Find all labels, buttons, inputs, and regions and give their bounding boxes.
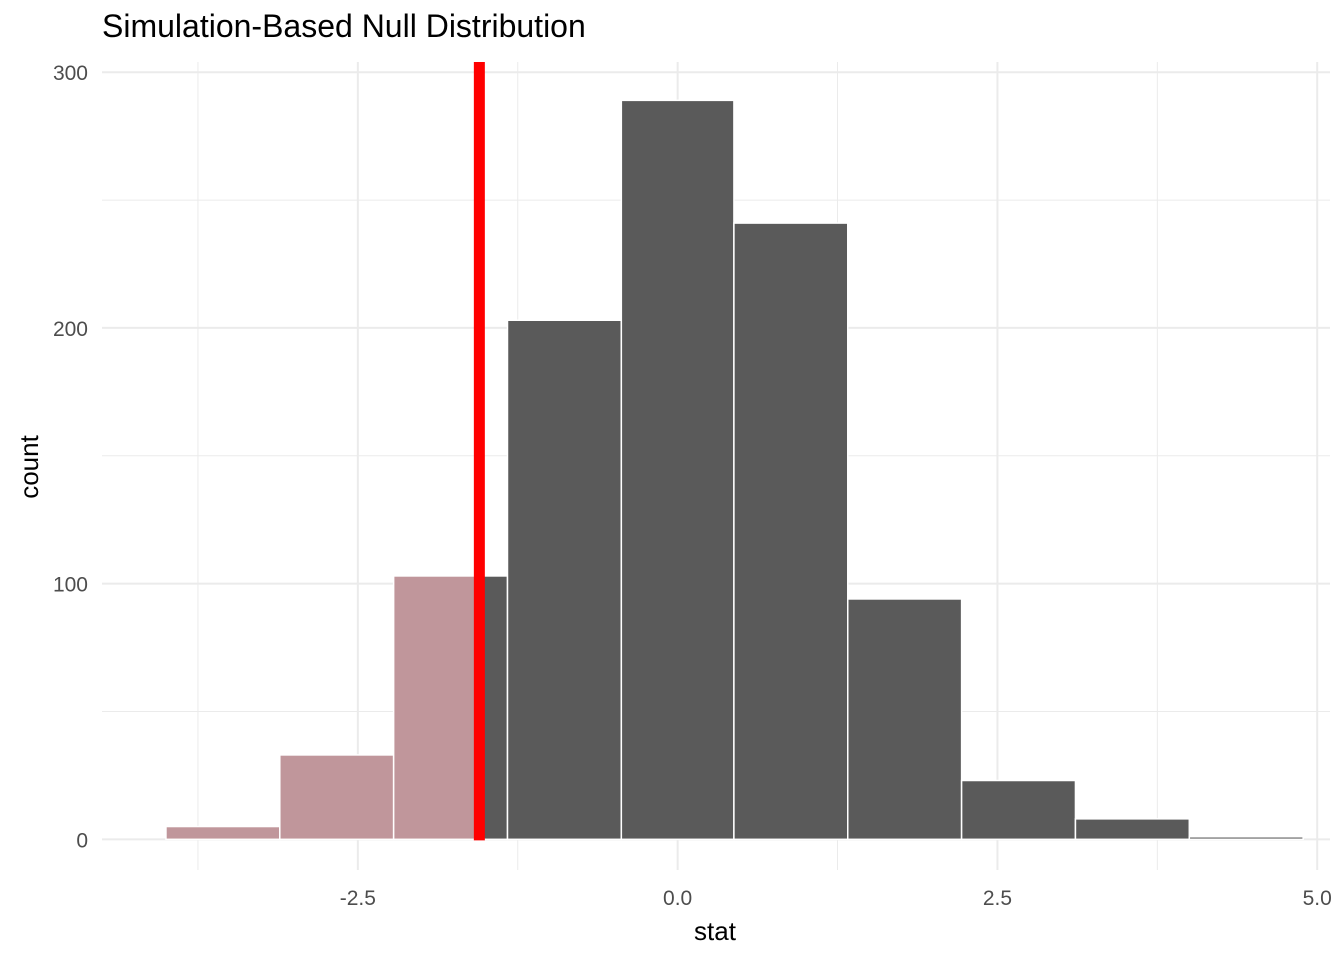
histogram-bar-shaded-part <box>393 575 480 840</box>
y-tick-label: 0 <box>76 829 88 852</box>
x-tick-label: -2.5 <box>340 887 376 910</box>
histogram-bar <box>165 825 281 841</box>
y-tick-label: 200 <box>53 318 88 341</box>
chart-title: Simulation-Based Null Distribution <box>102 8 586 44</box>
x-tick-label: 5.0 <box>1303 887 1332 910</box>
histogram-bar <box>620 99 735 841</box>
y-tick-labels: 0 100 200 300 <box>53 62 88 852</box>
histogram-bar <box>1188 836 1304 841</box>
y-axis-title: count <box>14 434 44 498</box>
x-axis-title: stat <box>694 916 737 946</box>
y-tick-label: 100 <box>53 574 88 597</box>
x-tick-label: 0.0 <box>663 887 692 910</box>
x-tick-label: 2.5 <box>983 887 1012 910</box>
histogram-bar <box>279 754 395 841</box>
histogram-bar <box>506 319 623 841</box>
x-tick-labels: -2.5 0.0 2.5 5.0 <box>340 887 1332 910</box>
histogram-bar <box>960 779 1077 841</box>
histogram-bar <box>1074 818 1191 841</box>
y-tick-label: 300 <box>53 62 88 85</box>
histogram-bars <box>165 99 1304 841</box>
histogram-bar <box>733 222 849 841</box>
histogram-bar <box>847 598 963 841</box>
